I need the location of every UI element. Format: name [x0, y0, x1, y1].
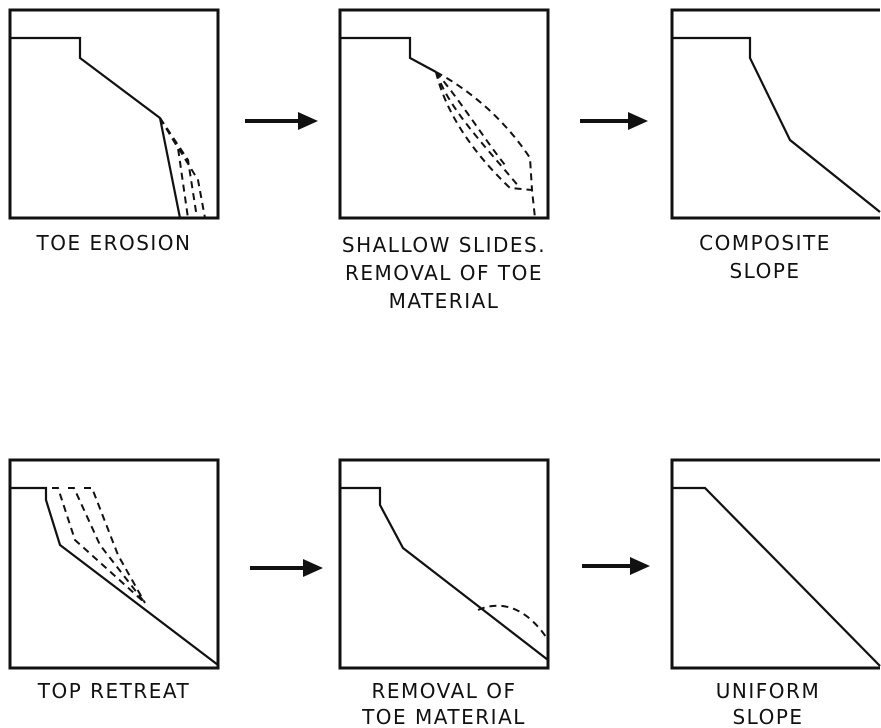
panel-frame [8, 458, 220, 670]
panel-label: SHALLOW SLIDES. [342, 233, 546, 257]
panel-label: MATERIAL [389, 289, 500, 313]
slope-profile [672, 486, 881, 667]
panel-frame [338, 458, 550, 670]
arrow [582, 557, 650, 575]
erosion-line [159, 117, 189, 219]
arrow [245, 112, 318, 130]
retreat-line [84, 487, 146, 604]
erosion-line [159, 117, 198, 219]
panel-label: SLOPE [732, 705, 803, 728]
panel-frame [338, 8, 550, 220]
slide-line [435, 71, 521, 189]
panel-label: TOP RETREAT [37, 679, 191, 703]
retreat-line [52, 487, 146, 604]
slope-profile [10, 486, 219, 666]
slide-line [435, 71, 536, 219]
arrow [580, 112, 648, 130]
panel: UNIFORM SLOPE [670, 458, 881, 728]
panel-frame [670, 458, 880, 670]
slide-line [435, 71, 506, 166]
panel-label: TOE MATERIAL [361, 705, 526, 728]
panel-label: UNIFORM [716, 679, 820, 703]
panel: SHALLOW SLIDES. REMOVAL OF TOE MATERIAL [338, 8, 550, 313]
erosion-line [159, 117, 206, 219]
panel-frame [670, 8, 880, 220]
panel: COMPOSITE SLOPE [670, 8, 881, 283]
panel-label: COMPOSITE [699, 231, 831, 255]
slide-line [435, 71, 533, 191]
slope-profile [10, 36, 182, 219]
panel: REMOVAL OF TOE MATERIAL [338, 458, 550, 728]
panel-label: SLOPE [729, 259, 800, 283]
panel-frame [8, 8, 220, 220]
slope-profile [340, 36, 437, 73]
panel: TOE EROSION [8, 8, 220, 255]
panel-label: REMOVAL OF [371, 679, 516, 703]
retreat-line [68, 487, 146, 604]
slope-profile [672, 36, 881, 213]
slope-profile [340, 486, 549, 661]
removal-line [477, 604, 549, 641]
panel-label: REMOVAL OF TOE [345, 261, 543, 285]
panel-label: TOE EROSION [35, 231, 191, 255]
panel: TOP RETREAT [8, 458, 220, 703]
arrow [250, 559, 323, 577]
